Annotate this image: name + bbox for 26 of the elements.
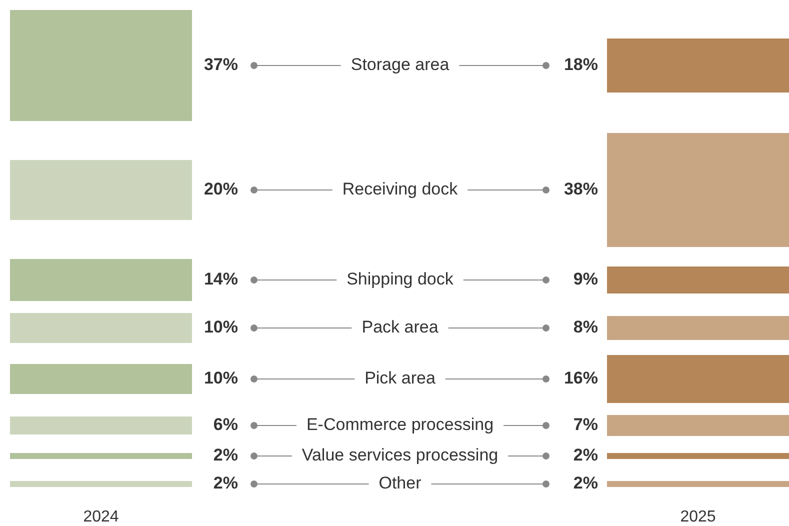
data-label: 10% — [204, 368, 238, 388]
data-label: 18% — [564, 55, 598, 74]
data-label: 10% — [204, 318, 238, 337]
category-label: Storage area — [350, 55, 450, 74]
text: 2025 — [680, 508, 716, 526]
data-label: 2% — [573, 474, 598, 493]
category-label: Receiving dock — [342, 180, 458, 199]
category-label: Other — [378, 474, 422, 493]
data-label: 2% — [573, 446, 598, 465]
category-label: Value services processing — [302, 446, 498, 465]
data-label: 9% — [573, 270, 598, 289]
data-label: 37% — [204, 55, 238, 74]
category-label: E-Commerce processing — [306, 415, 494, 434]
category-label: Pack area — [362, 318, 439, 337]
data-label: 14% — [204, 270, 238, 289]
category-label: Shipping dock — [346, 270, 454, 289]
text: 2024 — [83, 508, 119, 526]
data-label: 20% — [204, 180, 238, 199]
data-label: 38% — [564, 180, 598, 199]
data-label: 6% — [213, 415, 238, 434]
data-label: 8% — [573, 318, 598, 337]
data-label: 7% — [573, 415, 598, 434]
data-label: 2% — [213, 446, 238, 465]
category-label: Pick area — [364, 368, 436, 388]
data-label: 16% — [564, 368, 598, 388]
data-label: 2% — [213, 474, 238, 493]
